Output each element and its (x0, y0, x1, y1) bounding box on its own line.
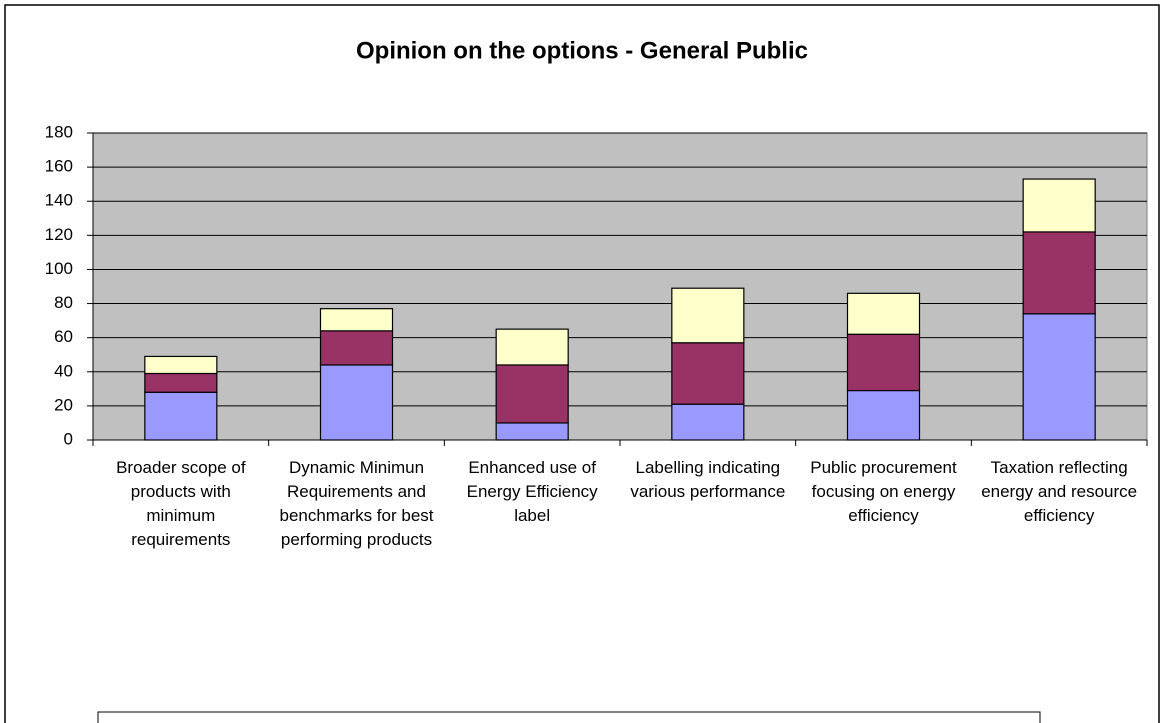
bar-segment (319, 364, 394, 441)
x-tick-label: Labelling indicating various performance (630, 458, 786, 501)
y-tick-label: 0 (64, 429, 73, 448)
bar-segment (671, 342, 745, 405)
y-tick-label: 80 (54, 293, 73, 312)
y-tick-label: 180 (45, 122, 73, 141)
y-tick-label: 160 (45, 157, 73, 176)
x-tick-label: Dynamic Minimun Requirements and benchma… (279, 458, 434, 549)
bar-segment (846, 333, 921, 392)
legend-label: Second most important (467, 720, 642, 723)
legend-label: Third most important (852, 720, 1008, 723)
bar-segment (1022, 313, 1096, 441)
plot-area (92, 132, 1148, 441)
x-tick-label: Public procurement focusing on energy ef… (810, 458, 957, 525)
y-tick-label: 120 (45, 225, 73, 244)
bar-segment (495, 364, 569, 424)
bar-segment (846, 389, 921, 441)
y-tick-label: 60 (54, 327, 73, 346)
bar-segment (319, 330, 394, 366)
bar-segment (144, 355, 218, 375)
y-tick-label: 40 (54, 361, 73, 380)
y-tick-label: 100 (45, 259, 73, 278)
bar-segment (1022, 231, 1096, 315)
y-tick-label: 140 (45, 191, 73, 210)
x-tick-label: Broader scope of products with minimum r… (116, 458, 246, 549)
bar-segment (495, 328, 569, 366)
x-tick-label: Enhanced use of Energy Efficiency label (466, 458, 598, 525)
bar-segment (495, 422, 569, 441)
bar-segment (319, 308, 394, 332)
legend-label: Most important (177, 720, 290, 723)
bar-segment (846, 292, 921, 335)
chart-title: Opinion on the options - General Public (356, 37, 808, 64)
legend-box (97, 711, 1041, 723)
bar-segment (1022, 178, 1096, 233)
y-tick-label: 20 (54, 395, 73, 414)
bar-segment (671, 403, 745, 441)
bar-segment (144, 372, 218, 393)
bar-segment (671, 287, 745, 344)
x-tick-label: Taxation reflecting energy and resource … (981, 458, 1138, 525)
bar-segment (144, 391, 218, 441)
